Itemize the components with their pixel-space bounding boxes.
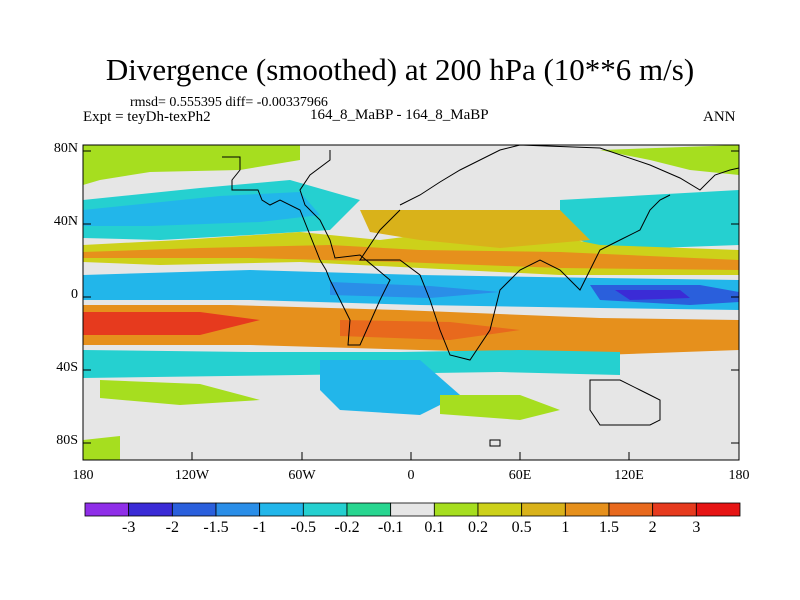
- colorbar-swatch: [171, 502, 217, 517]
- band-eurasia-ochre: [360, 210, 590, 248]
- colorbar-label: 0.5: [511, 519, 532, 536]
- colorbar-label: 1.5: [599, 519, 619, 536]
- contour-field: [83, 145, 739, 460]
- lon-tick-180w: 180: [72, 468, 94, 483]
- colorbar-swatch: [84, 502, 130, 517]
- experiment-label: Expt = teyDh-texPh2: [83, 109, 211, 125]
- map-title: Divergence (smoothed) at 200 hPa (10**6 …: [105, 52, 695, 87]
- band-nh-blue: [83, 192, 320, 226]
- lat-tick-80s: 80S: [56, 433, 78, 448]
- colorbar: [84, 502, 741, 517]
- antarctic-fragment: [489, 439, 501, 447]
- core-pacific-min: [615, 290, 690, 300]
- lon-tick-180e: 180: [728, 468, 750, 483]
- colorbar-swatch: [608, 502, 654, 517]
- band-southern-green: [100, 380, 260, 405]
- axis-ticks: [83, 150, 739, 460]
- lon-tick-0: 0: [407, 468, 415, 483]
- colorbar-swatch: [215, 502, 261, 517]
- colorbar-label: -2: [165, 519, 179, 536]
- band-nh-east-cyan: [560, 190, 739, 250]
- colorbar-swatch: [652, 502, 697, 517]
- colorbar-label: -0.1: [377, 519, 404, 536]
- colorbar-label: -1: [252, 519, 267, 536]
- colorbar-label: -1.5: [203, 519, 229, 536]
- colorbar-swatch: [302, 502, 348, 517]
- africa-asia-outline: [359, 194, 671, 361]
- colorbar-label: 2: [648, 519, 657, 536]
- colorbar-swatch: [477, 502, 523, 517]
- core-sh-max: [83, 312, 260, 335]
- colorbar-swatch: [695, 502, 741, 517]
- americas-outline: [222, 150, 391, 346]
- colorbar-swatch: [521, 502, 566, 517]
- colorbar-swatch: [564, 502, 610, 517]
- colorbar-label: 0.2: [468, 519, 488, 536]
- colorbar-swatch: [259, 502, 304, 517]
- band-arctic-east: [600, 145, 739, 175]
- blob-southern-green: [440, 395, 560, 420]
- blob-south-atlantic: [320, 360, 460, 415]
- colorbar-swatch: [346, 502, 392, 517]
- coastlines: [222, 145, 739, 447]
- colorbar-label: 0.1: [424, 519, 445, 536]
- australia-outline: [589, 379, 661, 426]
- eurasia-north-coast: [399, 145, 739, 206]
- season-label: ANN: [703, 109, 736, 125]
- colorbar-swatch: [390, 502, 435, 517]
- colorbar-label: -0.2: [334, 519, 360, 536]
- band-arctic-green: [83, 145, 300, 185]
- band-subtropic-orange: [83, 245, 739, 270]
- colorbar-label: 3: [692, 519, 701, 536]
- colorbar-label: 1: [561, 519, 570, 536]
- colorbar-swatch: [433, 502, 479, 517]
- case-label: 164_8_MaBP - 164_8_MaBP: [310, 107, 489, 123]
- stats-label: rmsd= 0.555395 diff= -0.00337966: [130, 95, 328, 110]
- lon-tick-120w: 120W: [174, 468, 210, 483]
- band-sh-atlantic: [340, 320, 520, 340]
- colorbar-swatch: [128, 502, 173, 517]
- band-antarctic-green: [83, 436, 120, 460]
- lat-tick-0: 0: [71, 287, 78, 302]
- lon-tick-60e: 60E: [508, 468, 532, 483]
- lon-tick-120e: 120E: [614, 468, 644, 483]
- band-equator-atlantic: [330, 282, 500, 298]
- lat-tick-40s: 40S: [56, 360, 78, 375]
- colorbar-label: -0.5: [290, 519, 316, 536]
- lat-tick-80n: 80N: [53, 141, 78, 156]
- colorbar-label: -3: [121, 519, 136, 536]
- lon-tick-60w: 60W: [288, 468, 316, 483]
- lat-tick-40n: 40N: [53, 214, 78, 229]
